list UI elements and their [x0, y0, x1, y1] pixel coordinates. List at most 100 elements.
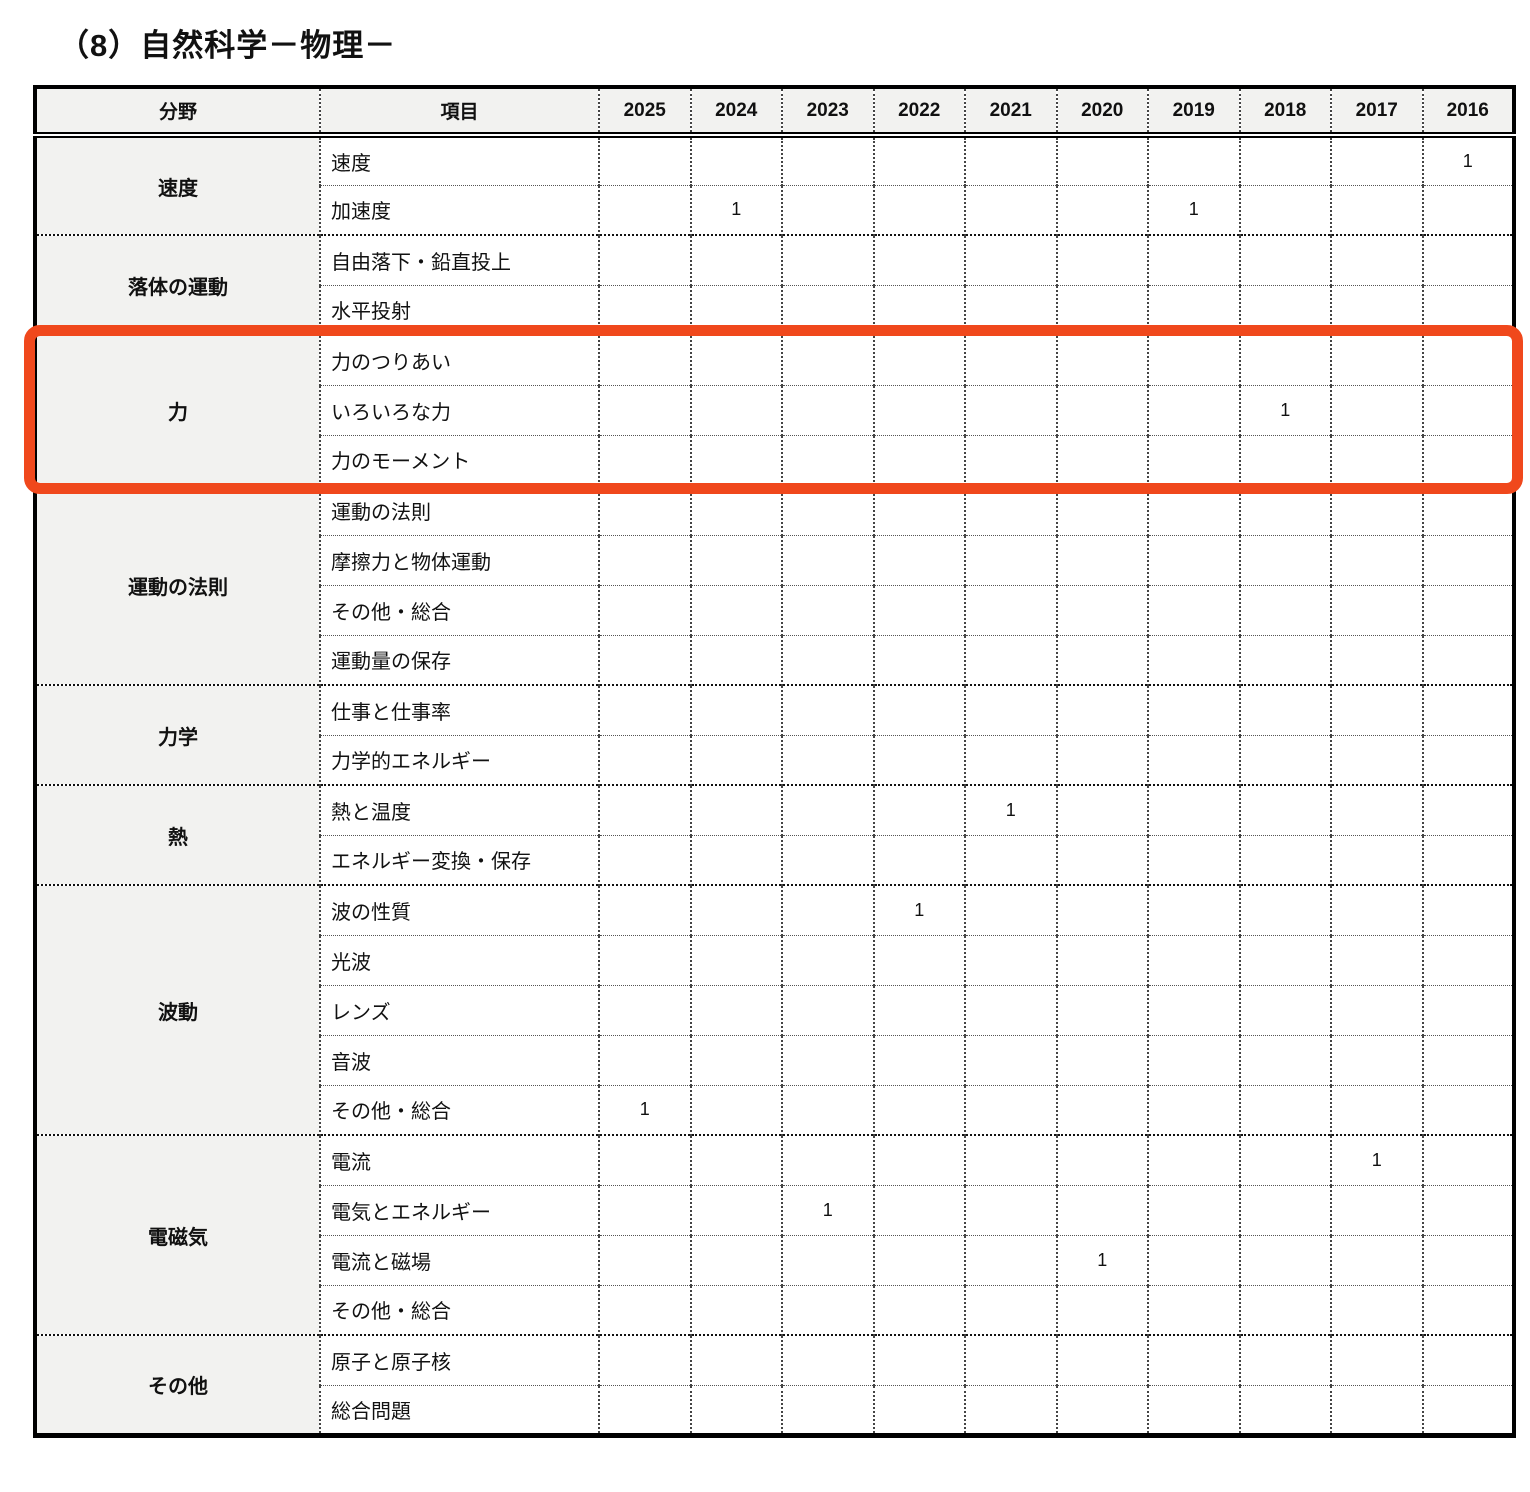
value-cell-2024 — [689, 1234, 782, 1285]
table-row: エネルギー変換・保存 — [35, 834, 1514, 885]
value-cell-2018 — [1238, 834, 1331, 885]
value-cell-2025 — [598, 334, 691, 385]
item-cell: 電流と磁場 — [319, 1234, 599, 1285]
field-cell: 運動の法則 — [35, 484, 320, 685]
value-cell-2017 — [1330, 484, 1423, 535]
table-row: いろいろな力 1 — [35, 384, 1514, 435]
value-cell-2019 — [1147, 1034, 1240, 1085]
value-cell-2025 — [598, 234, 691, 285]
value-cell-2022 — [872, 1334, 965, 1385]
value-cell-2016 — [1421, 334, 1514, 385]
value-cell-2017 — [1330, 1084, 1423, 1135]
item-cell: 運動の法則 — [319, 484, 599, 535]
field-cell: 力 — [35, 334, 320, 485]
value-cell-2021 — [964, 434, 1057, 485]
value-cell-2023 — [781, 934, 874, 985]
value-cell-2025 — [598, 634, 691, 685]
table-row: その他・総合 — [35, 1284, 1514, 1335]
value-cell-2016 — [1421, 1184, 1514, 1235]
value-cell-2021 — [964, 834, 1057, 885]
value-cell-2019 — [1147, 1284, 1240, 1335]
value-cell-2019 — [1147, 884, 1240, 935]
value-cell-2020 — [1055, 384, 1148, 435]
value-cell-2016 — [1421, 1084, 1514, 1135]
value-cell-2025 — [598, 1384, 691, 1435]
value-cell-2016 — [1421, 734, 1514, 785]
value-cell-2019 — [1147, 1134, 1240, 1185]
value-cell-2023 — [781, 1084, 874, 1135]
value-cell-2020 — [1055, 834, 1148, 885]
value-cell-2021: 1 — [964, 784, 1057, 835]
value-cell-2024 — [689, 984, 782, 1035]
value-cell-2019 — [1147, 234, 1240, 285]
value-cell-2018 — [1238, 884, 1331, 935]
year-header-2018: 2018 — [1238, 87, 1331, 138]
value-cell-2025 — [598, 484, 691, 535]
value-cell-2022 — [872, 184, 965, 235]
value-cell-2023 — [781, 135, 874, 185]
value-cell-2019 — [1147, 534, 1240, 585]
year-header-2021: 2021 — [964, 87, 1057, 138]
column-header-item: 項目 — [319, 87, 599, 138]
value-cell-2019 — [1147, 1334, 1240, 1385]
value-cell-2024 — [689, 135, 782, 185]
value-cell-2019: 1 — [1147, 184, 1240, 235]
value-cell-2021 — [964, 135, 1057, 185]
item-cell: 電気とエネルギー — [319, 1184, 599, 1235]
value-cell-2017 — [1330, 284, 1423, 335]
value-cell-2017 — [1330, 684, 1423, 735]
value-cell-2024 — [689, 384, 782, 435]
item-cell: 速度 — [319, 135, 599, 185]
value-cell-2018 — [1238, 1334, 1331, 1385]
value-cell-2025 — [598, 284, 691, 335]
value-cell-2019 — [1147, 734, 1240, 785]
value-cell-2023 — [781, 1134, 874, 1185]
table-row: 電流と磁場 1 — [35, 1234, 1514, 1285]
value-cell-2023 — [781, 334, 874, 385]
value-cell-2019 — [1147, 984, 1240, 1035]
value-cell-2016 — [1421, 934, 1514, 985]
value-cell-2019 — [1147, 434, 1240, 485]
value-cell-2018 — [1238, 1034, 1331, 1085]
value-cell-2018 — [1238, 334, 1331, 385]
value-cell-2018 — [1238, 1284, 1331, 1335]
value-cell-2022 — [872, 734, 965, 785]
value-cell-2016 — [1421, 284, 1514, 335]
item-cell: 波の性質 — [319, 884, 599, 935]
value-cell-2018: 1 — [1238, 384, 1331, 435]
value-cell-2023 — [781, 384, 874, 435]
table-row: 運動の法則 運動の法則 — [35, 484, 1514, 685]
value-cell-2025 — [598, 884, 691, 935]
value-cell-2022 — [872, 1384, 965, 1435]
field-cell: 電磁気 — [35, 1134, 320, 1335]
value-cell-2022 — [872, 1284, 965, 1335]
value-cell-2021 — [964, 934, 1057, 985]
value-cell-2024 — [689, 1034, 782, 1085]
value-cell-2016 — [1421, 484, 1514, 535]
value-cell-2025 — [598, 1334, 691, 1385]
year-header-2025: 2025 — [598, 87, 691, 138]
item-cell: 総合問題 — [319, 1384, 599, 1435]
value-cell-2022 — [872, 484, 965, 535]
value-cell-2021 — [964, 534, 1057, 585]
value-cell-2017 — [1330, 534, 1423, 585]
value-cell-2022 — [872, 834, 965, 885]
value-cell-2020 — [1055, 234, 1148, 285]
value-cell-2018 — [1238, 684, 1331, 735]
table-row: 光波 — [35, 934, 1514, 985]
value-cell-2017 — [1330, 984, 1423, 1035]
value-cell-2025 — [598, 1234, 691, 1285]
value-cell-2024 — [689, 634, 782, 685]
value-cell-2024 — [689, 1334, 782, 1385]
value-cell-2016 — [1421, 984, 1514, 1035]
value-cell-2018 — [1238, 1134, 1331, 1185]
value-cell-2017 — [1330, 184, 1423, 235]
value-cell-2020 — [1055, 734, 1148, 785]
value-cell-2023 — [781, 184, 874, 235]
field-cell: 力学 — [35, 684, 320, 785]
item-cell: 力のモーメント — [319, 434, 599, 485]
item-cell: 加速度 — [319, 184, 599, 235]
value-cell-2020 — [1055, 184, 1148, 235]
value-cell-2018 — [1238, 184, 1331, 235]
value-cell-2019 — [1147, 284, 1240, 335]
